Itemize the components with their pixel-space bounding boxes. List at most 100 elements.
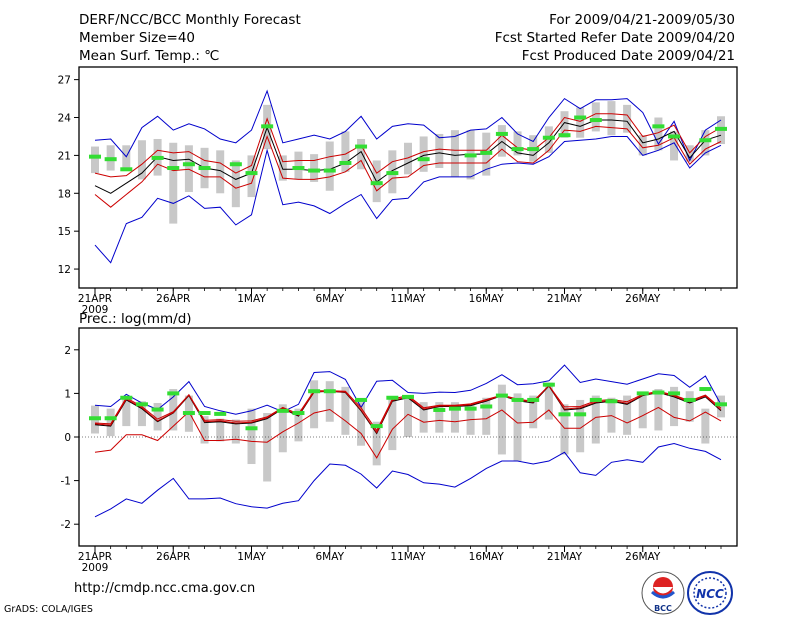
prec-observed-mark bbox=[323, 389, 336, 394]
temp-observed-mark bbox=[120, 167, 133, 172]
prec-observed-mark bbox=[527, 397, 540, 402]
precip-label: Prec.: log(mm/d) bbox=[79, 311, 192, 327]
temp-observed-mark bbox=[558, 133, 571, 138]
prec-observed-mark bbox=[402, 394, 414, 399]
temp-y-tick-label: 18 bbox=[58, 188, 71, 200]
temp-y-tick-label: 15 bbox=[58, 226, 71, 238]
prec-spread-box bbox=[717, 395, 725, 418]
prec-spread-box bbox=[153, 402, 162, 431]
temp-series-q-upper bbox=[94, 113, 722, 178]
prec-y-tick-label: 2 bbox=[64, 345, 71, 357]
temp-spread-box bbox=[341, 131, 350, 172]
prec-observed-mark bbox=[668, 391, 681, 396]
prec-observed-mark bbox=[245, 426, 258, 431]
ncc-logo-text: NCC bbox=[696, 587, 724, 601]
prec-x-tick-label: 1MAY bbox=[237, 551, 266, 563]
prec-observed-mark bbox=[480, 404, 493, 409]
prec-spread-box bbox=[216, 418, 225, 442]
temp-observed-mark bbox=[417, 157, 430, 162]
temp-spread-box bbox=[560, 111, 569, 138]
prec-observed-mark bbox=[636, 391, 649, 396]
temp-x-tick-label: 26APR bbox=[156, 293, 190, 305]
temp-spread-box bbox=[184, 145, 193, 193]
produced-date: Fcst Produced Date 2009/04/21 bbox=[521, 48, 735, 64]
prec-observed-mark bbox=[605, 399, 618, 404]
temp-spread-box bbox=[404, 142, 412, 175]
temp-spread-box bbox=[623, 104, 632, 133]
temp-observed-mark bbox=[542, 135, 555, 140]
temp-spread-box bbox=[310, 154, 319, 182]
prec-spread-box bbox=[497, 384, 506, 455]
prec-y-tick-label: 1 bbox=[64, 388, 71, 400]
temp-series-mean bbox=[94, 119, 722, 194]
prec-observed-mark bbox=[542, 382, 555, 387]
prec-observed-mark bbox=[464, 406, 477, 411]
prec-spread-box bbox=[200, 416, 209, 444]
prec-y-tick-label: 0 bbox=[64, 432, 71, 444]
temp-observed-mark bbox=[167, 166, 180, 171]
temp-observed-mark bbox=[574, 115, 587, 120]
temp-x-tick-label: 21APR bbox=[78, 293, 112, 305]
temp-x-tick-label: 11MAY bbox=[390, 293, 426, 305]
prec-spread-box bbox=[560, 404, 569, 455]
temp-panel: 12 15 18 21 24 27 21APR 26APR 1MAY 6MAY 11MAY 16MAY… bbox=[58, 66, 738, 316]
prec-spread-box bbox=[341, 386, 350, 435]
prec-spread-box bbox=[701, 408, 710, 444]
prec-spread-box bbox=[544, 382, 553, 420]
temp-series-max bbox=[94, 89, 722, 162]
temp-observed-mark bbox=[308, 168, 321, 173]
prec-spread-box bbox=[294, 408, 303, 442]
temp-observed-mark bbox=[292, 166, 305, 171]
temp-year-label: 2009 bbox=[82, 304, 109, 316]
prec-observed-mark bbox=[574, 412, 587, 417]
prec-observed-mark bbox=[355, 397, 368, 402]
prec-observed-mark bbox=[89, 416, 101, 421]
prec-x-tick-label: 21APR bbox=[78, 551, 112, 563]
temp-x-tick-label: 6MAY bbox=[315, 293, 344, 305]
prec-spread-box bbox=[278, 404, 287, 453]
prec-observed-mark bbox=[214, 411, 227, 416]
temp-observed-mark bbox=[480, 150, 493, 155]
temp-spread-box bbox=[638, 135, 647, 156]
prec-spread-box bbox=[435, 402, 444, 433]
prec-y-tick-label: -1 bbox=[61, 476, 71, 488]
prec-spread-box bbox=[263, 413, 272, 482]
temp-observed-mark bbox=[668, 134, 681, 139]
prec-observed-mark bbox=[386, 395, 399, 400]
refer-date: Fcst Started Refer Date 2009/04/20 bbox=[494, 30, 735, 46]
temp-observed-mark bbox=[104, 157, 117, 162]
temp-x-tick-label: 26MAY bbox=[625, 293, 661, 305]
temp-observed-mark bbox=[323, 168, 336, 173]
prec-spread-box bbox=[591, 395, 600, 444]
prec-x-tick-label: 16MAY bbox=[469, 551, 505, 563]
prec-x-tick-label: 6MAY bbox=[315, 551, 344, 563]
prec-year-label: 2009 bbox=[82, 562, 109, 574]
temp-observed-mark bbox=[699, 138, 712, 143]
temp-spread-box bbox=[513, 131, 522, 156]
temp-x-tick-label: 21MAY bbox=[547, 293, 583, 305]
temperature-label: Mean Surf. Temp.: ℃ bbox=[79, 48, 220, 64]
temp-spread-box bbox=[247, 155, 256, 198]
prec-series-min bbox=[94, 442, 722, 518]
prec-series-q-lower bbox=[94, 406, 722, 459]
website-url[interactable]: http://cmdp.ncc.cma.gov.cn bbox=[74, 581, 256, 596]
temp-spread-box bbox=[357, 138, 366, 170]
prec-y-tick-label: -2 bbox=[61, 519, 71, 531]
temp-y-tick-label: 24 bbox=[58, 113, 72, 125]
prec-observed-mark bbox=[652, 390, 665, 395]
prec-observed-mark bbox=[370, 424, 383, 429]
temp-spread-box bbox=[231, 160, 240, 208]
temp-spread-box bbox=[607, 101, 616, 136]
temp-observed-mark bbox=[198, 166, 211, 171]
temp-plot-frame bbox=[78, 66, 738, 289]
temp-observed-mark bbox=[182, 162, 195, 167]
temp-observed-mark bbox=[715, 126, 727, 131]
temp-spread-box bbox=[576, 107, 585, 138]
temp-observed-mark bbox=[527, 147, 540, 152]
prec-series-max bbox=[94, 364, 722, 415]
prec-spread-box bbox=[231, 419, 240, 444]
temp-spread-box bbox=[654, 117, 663, 151]
prec-x-tick-label: 26MAY bbox=[625, 551, 661, 563]
prec-observed-mark bbox=[104, 416, 117, 421]
